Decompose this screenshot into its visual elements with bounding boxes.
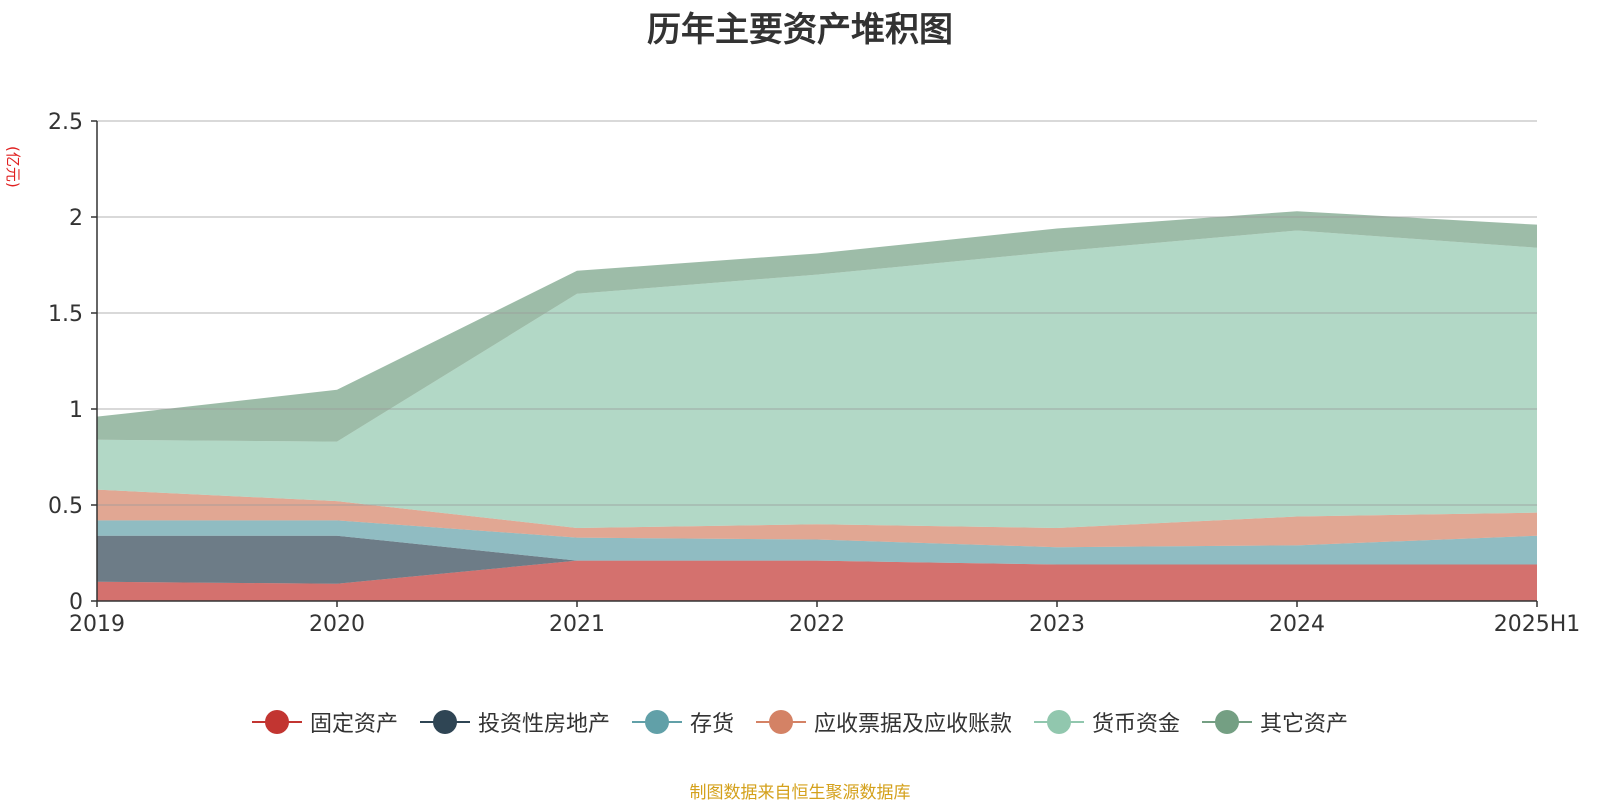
chart-title: 历年主要资产堆积图 bbox=[647, 10, 953, 50]
x-tick-label: 2023 bbox=[1029, 612, 1085, 637]
legend-swatch bbox=[631, 709, 682, 735]
x-tick-label: 2024 bbox=[1269, 612, 1325, 637]
legend-label: 货币资金 bbox=[1092, 712, 1181, 737]
x-tick-label: 2025H1 bbox=[1494, 612, 1581, 637]
y-tick-label: 0 bbox=[69, 590, 83, 615]
legend-label: 其它资产 bbox=[1260, 712, 1349, 737]
y-tick-label: 1 bbox=[69, 398, 83, 423]
x-tick-label: 2020 bbox=[309, 612, 365, 637]
legend-label: 存货 bbox=[689, 712, 734, 737]
legend-item[interactable]: 固定资产 bbox=[251, 706, 398, 738]
legend-item[interactable]: 货币资金 bbox=[1034, 706, 1180, 738]
legend-item[interactable]: 应收票据及应收账款 bbox=[756, 706, 1012, 738]
legend-item[interactable]: 投资性房地产 bbox=[419, 706, 610, 738]
source-note: 制图数据来自恒生聚源数据库 bbox=[689, 783, 911, 803]
area-series-5 bbox=[97, 211, 1537, 442]
legend-label: 固定资产 bbox=[309, 712, 398, 737]
legend-swatch bbox=[1202, 709, 1253, 735]
legend-swatch bbox=[1034, 709, 1085, 735]
x-tick-label: 2022 bbox=[789, 612, 845, 637]
y-tick-label: 2.5 bbox=[48, 110, 83, 135]
chart-canvas: 0 0.5 1 1.5 2 2.5 2019 2020 2021 2022 2023 2024 2025… bbox=[48, 110, 1581, 637]
area-series-4 bbox=[97, 230, 1537, 529]
y-tick-label: 1.5 bbox=[48, 302, 83, 327]
area-series-0 bbox=[97, 560, 1537, 601]
legend: 固定资产 投资性房地产 存货 应收票据及应收账款 货币资金 其它资产 bbox=[0, 706, 1600, 738]
legend-swatch bbox=[419, 709, 470, 735]
legend-label: 投资性房地产 bbox=[477, 712, 610, 737]
x-tick-label: 2021 bbox=[549, 612, 605, 637]
area-series-2 bbox=[97, 520, 1537, 565]
x-tick-label: 2019 bbox=[69, 612, 125, 637]
legend-item[interactable]: 其它资产 bbox=[1202, 706, 1348, 738]
legend-swatch bbox=[251, 709, 302, 735]
area-series-3 bbox=[97, 489, 1537, 548]
area-series-1 bbox=[97, 535, 1537, 584]
y-tick-label: 2 bbox=[69, 206, 83, 231]
y-tick-label: 0.5 bbox=[48, 494, 83, 519]
legend-item[interactable]: 存货 bbox=[631, 706, 734, 738]
legend-swatch bbox=[756, 709, 806, 735]
legend-label: 应收票据及应收账款 bbox=[814, 712, 1013, 737]
